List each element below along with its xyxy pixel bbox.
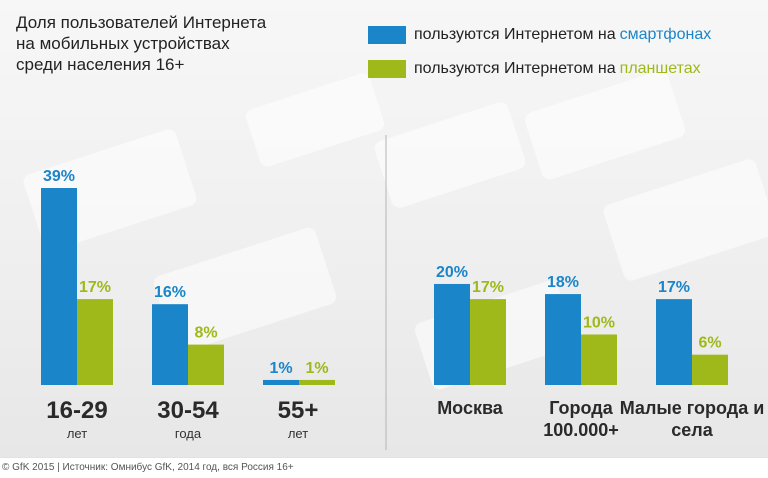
category-label: Москва <box>437 398 504 418</box>
chart-title: Доля пользователей Интернета на мобильны… <box>16 12 336 75</box>
bar-tablets-1-0 <box>470 299 506 385</box>
bar-tablets-1-1 <box>581 334 617 385</box>
data-label: 17% <box>472 279 504 296</box>
data-label: 17% <box>79 279 111 296</box>
category-label: 100.000+ <box>543 420 619 440</box>
bar-tablets-0-2 <box>299 379 335 385</box>
legend-prefix: пользуются Интернетом на <box>414 26 616 43</box>
title-line-2: на мобильных устройствах <box>16 34 230 53</box>
legend-highlight: планшетах <box>619 60 701 77</box>
legend-highlight: смартфонах <box>619 26 712 43</box>
data-label: 1% <box>269 360 292 377</box>
legend-prefix: пользуются Интернетом на <box>414 60 616 77</box>
data-label: 39% <box>43 168 75 185</box>
bar-smartphones-0-2 <box>263 379 299 385</box>
data-label: 20% <box>436 264 468 281</box>
legend-item-smartphones: пользуются Интернетом на смартфонах <box>368 26 711 44</box>
legend-label-smartphones: пользуются Интернетом на смартфонах <box>414 26 711 44</box>
category-label: 30-54 <box>157 397 219 424</box>
category-label: села <box>671 420 713 440</box>
legend: пользуются Интернетом на смартфонах польз… <box>368 26 711 94</box>
category-label: Города <box>549 398 613 418</box>
title-line-3: среди населения 16+ <box>16 55 185 74</box>
legend-item-tablets: пользуются Интернетом на планшетах <box>368 60 711 78</box>
title-line-1: Доля пользователей Интернета <box>16 13 267 32</box>
bar-smartphones-1-0 <box>434 283 470 385</box>
bar-smartphones-0-0 <box>41 188 77 385</box>
bar-tablets-1-2 <box>692 354 728 385</box>
category-label: Малые города и <box>620 398 765 418</box>
bar-smartphones-0-1 <box>152 304 188 385</box>
legend-label-tablets: пользуются Интернетом на планшетах <box>414 60 701 78</box>
bar-smartphones-1-2 <box>656 299 692 385</box>
data-label: 16% <box>154 284 186 301</box>
category-label: 55+ <box>278 397 319 424</box>
category-sublabel: лет <box>67 426 87 441</box>
category-sublabel: лет <box>288 426 308 441</box>
category-sublabel: года <box>175 426 202 441</box>
footer-source: © GfK 2015 | Источник: Омнибус GfK, 2014… <box>0 457 768 478</box>
legend-swatch-tablets <box>368 60 406 78</box>
data-label: 17% <box>658 279 690 296</box>
data-label: 10% <box>583 314 615 331</box>
legend-swatch-smartphones <box>368 26 406 44</box>
bar-smartphones-1-1 <box>545 294 581 385</box>
data-label: 18% <box>547 274 579 291</box>
bar-tablets-0-1 <box>188 344 224 385</box>
data-label: 8% <box>194 325 217 342</box>
bar-tablets-0-0 <box>77 299 113 385</box>
category-label: 16-29 <box>46 397 107 424</box>
data-label: 1% <box>305 360 328 377</box>
data-label: 6% <box>698 335 721 352</box>
